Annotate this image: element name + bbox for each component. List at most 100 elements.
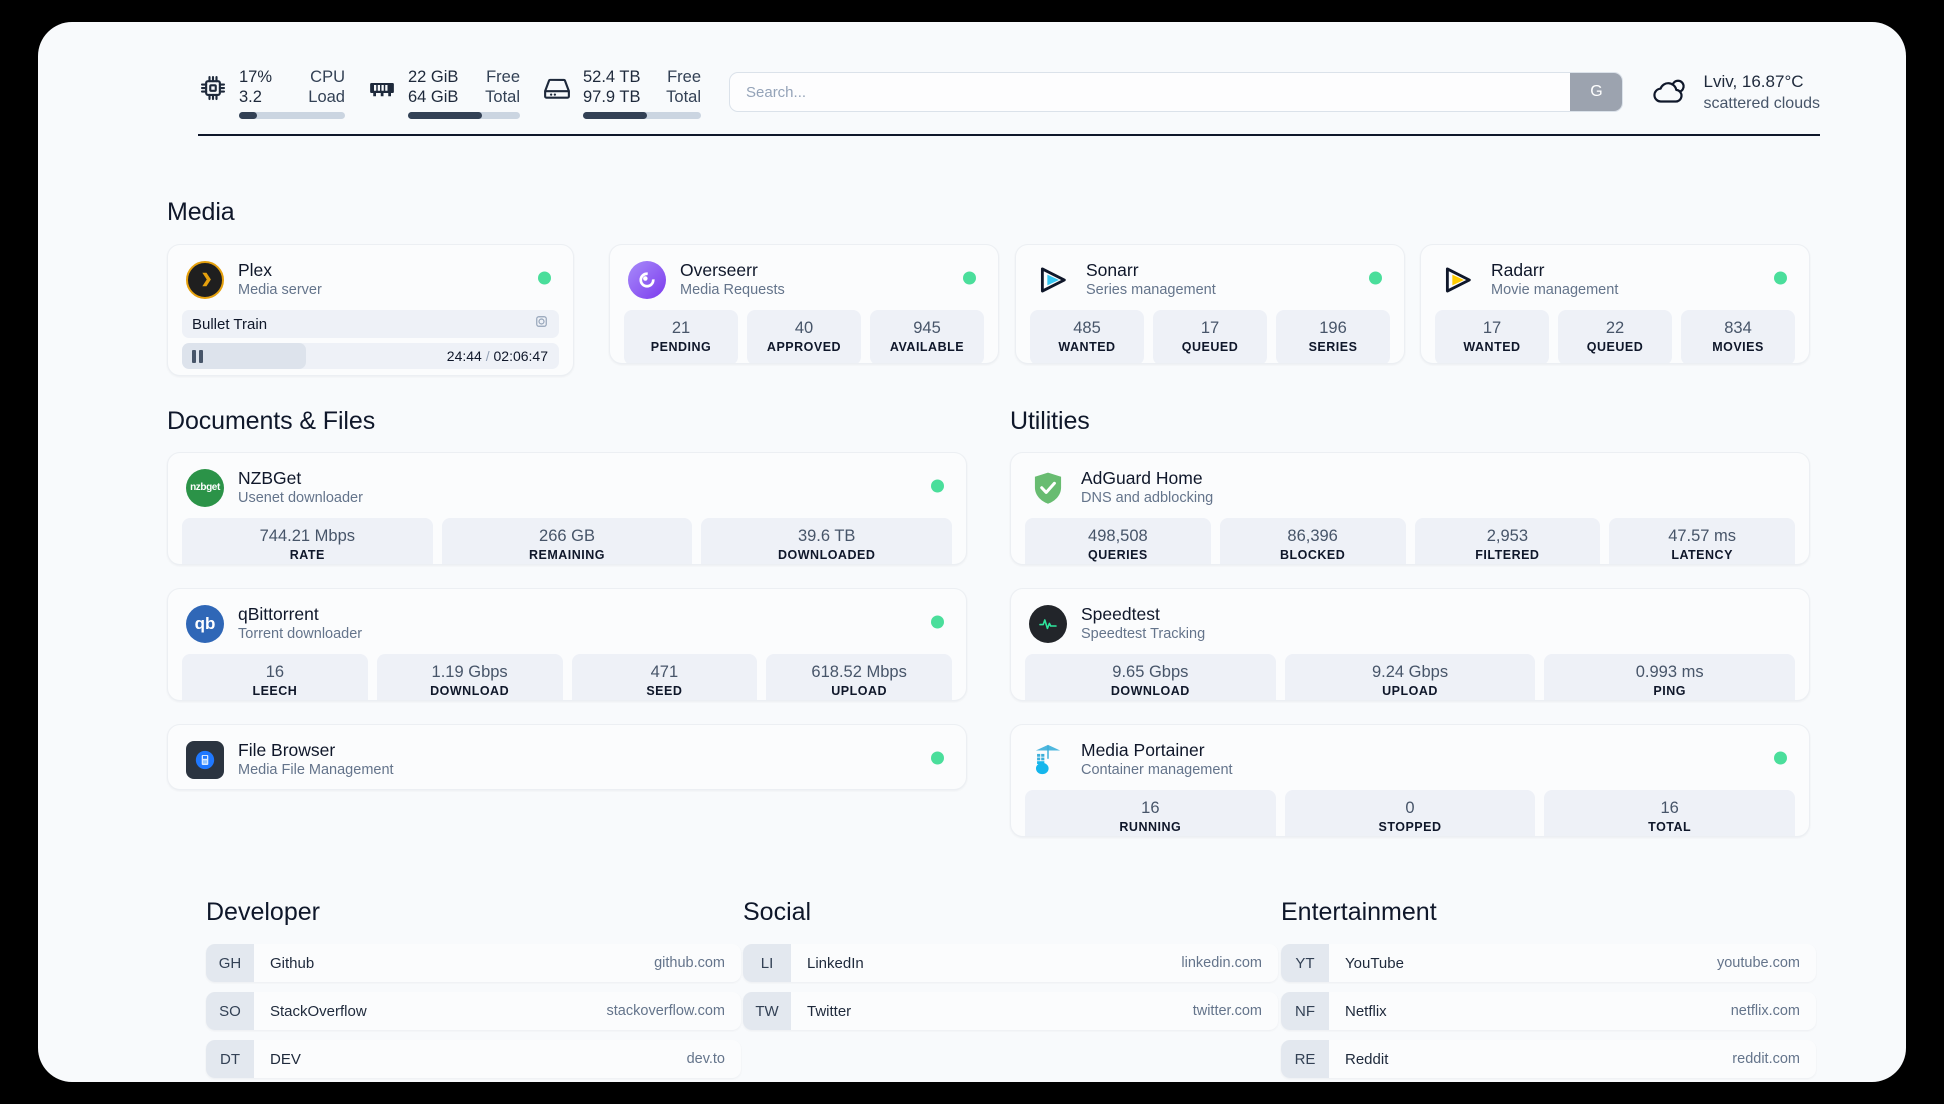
- speedtest-download-label: DOWNLOAD: [1110, 684, 1190, 698]
- bookmark-item-youtube[interactable]: YT YouTube youtube.com: [1281, 944, 1816, 982]
- bookmark-item-linkedin[interactable]: LI LinkedIn linkedin.com: [743, 944, 1278, 982]
- bookmark-item-stackoverflow[interactable]: SO StackOverflow stackoverflow.com: [206, 992, 741, 1030]
- memory-label-top: Free: [486, 68, 520, 86]
- nzbget-subtitle: Usenet downloader: [238, 490, 363, 506]
- sonarr-wanted-label: WANTED: [1058, 340, 1116, 354]
- bookmark-item-netflix[interactable]: NF Netflix netflix.com: [1281, 992, 1816, 1030]
- portainer-total-value: 16: [1660, 799, 1679, 817]
- portainer-stopped-label: STOPPED: [1378, 820, 1442, 834]
- card-overseerr[interactable]: Overseerr Media Requests 21 PENDING 40 A…: [609, 244, 999, 364]
- card-portainer[interactable]: Media Portainer Container management 16 …: [1010, 724, 1810, 837]
- qbittorrent-icon: qb: [186, 604, 224, 643]
- card-adguard[interactable]: AdGuard Home DNS and adblocking 498,508 …: [1010, 452, 1810, 565]
- search-bar[interactable]: G: [729, 72, 1624, 112]
- disk-total-value: 97.9 TB: [583, 88, 641, 106]
- bookmark-badge: LI: [743, 944, 791, 982]
- cpu-load-value: 3.2: [239, 88, 262, 106]
- speedtest-icon: [1029, 604, 1067, 643]
- portainer-running-value: 16: [1141, 799, 1160, 817]
- nzbget-name: NZBGet: [238, 468, 302, 488]
- pause-icon[interactable]: [192, 349, 203, 363]
- search-submit-button[interactable]: G: [1570, 73, 1623, 111]
- bookmark-url: stackoverflow.com: [606, 1003, 725, 1019]
- bookmark-item-twitter[interactable]: TW Twitter twitter.com: [743, 992, 1278, 1030]
- stat-box: 17 QUEUED: [1153, 310, 1267, 363]
- qbittorrent-upload-value: 618.52 Mbps: [811, 663, 907, 681]
- portainer-running-label: RUNNING: [1119, 820, 1182, 834]
- disk-free-value: 52.4 TB: [583, 68, 641, 86]
- bookmark-name: Reddit: [1345, 1050, 1389, 1068]
- adguard-blocked-label: BLOCKED: [1279, 548, 1346, 562]
- search-input[interactable]: [730, 83, 1571, 101]
- system-stat-cpu: 17% 3.2 CPU Load: [198, 67, 345, 121]
- bookmark-group-title-social: Social: [743, 898, 812, 926]
- cloud-icon: [1649, 74, 1689, 110]
- card-speedtest[interactable]: Speedtest Speedtest Tracking 9.65 Gbps D…: [1010, 588, 1810, 701]
- filebrowser-icon: [186, 740, 224, 779]
- bookmark-name: Github: [270, 954, 315, 972]
- card-plex-header: Plex Media server: [168, 245, 573, 310]
- adguard-queries-value: 498,508: [1088, 527, 1148, 545]
- bookmark-name: Netflix: [1345, 1002, 1387, 1020]
- stat-box: 2,953 FILTERED: [1414, 518, 1601, 564]
- plex-status-indicator: [538, 271, 551, 284]
- stat-box: 485 WANTED: [1030, 310, 1144, 363]
- sonarr-subtitle: Series management: [1086, 282, 1216, 298]
- cpu-icon: [198, 73, 228, 103]
- disk-usage-bar: [583, 112, 701, 119]
- speedtest-download-value: 9.65 Gbps: [1112, 663, 1189, 681]
- stat-box: 266 GB REMAINING: [441, 518, 693, 564]
- bookmark-item-github[interactable]: GH Github github.com: [206, 944, 741, 982]
- adguard-latency-label: LATENCY: [1671, 548, 1733, 562]
- stat-box: 498,508 QUERIES: [1025, 518, 1211, 564]
- sonarr-queued-value: 17: [1200, 319, 1220, 337]
- card-sonarr[interactable]: Sonarr Series management 485 WANTED 17 Q…: [1015, 244, 1405, 364]
- bookmark-group-title-entertainment: Entertainment: [1281, 898, 1437, 926]
- stat-box: 22 QUEUED: [1558, 310, 1672, 363]
- stat-box: 196 SERIES: [1276, 310, 1390, 363]
- memory-usage-bar: [408, 112, 520, 119]
- stat-box: 0 STOPPED: [1284, 790, 1536, 836]
- weather-widget: Lviv, 16.87°C scattered clouds: [1649, 71, 1820, 114]
- card-nzbget[interactable]: nzbget NZBGet Usenet downloader 744.21 M…: [167, 452, 967, 565]
- bookmark-name: DEV: [270, 1050, 301, 1068]
- card-filebrowser[interactable]: File Browser Media File Management: [167, 724, 967, 790]
- ram-icon: [367, 73, 397, 103]
- card-radarr[interactable]: Radarr Movie management 17 WANTED 22 QUE…: [1420, 244, 1810, 364]
- radarr-movies-label: MOVIES: [1712, 340, 1764, 354]
- nzbget-downloaded-value: 39.6 TB: [797, 527, 856, 545]
- stat-box: 21 PENDING: [624, 310, 738, 363]
- overseerr-name: Overseerr: [680, 260, 758, 280]
- filebrowser-name: File Browser: [238, 740, 336, 760]
- speedtest-ping-label: PING: [1653, 684, 1686, 698]
- overseerr-pending-value: 21: [671, 319, 691, 337]
- bookmark-url: reddit.com: [1732, 1051, 1800, 1067]
- speedtest-stats: 9.65 Gbps DOWNLOAD 9.24 Gbps UPLOAD 0.99…: [1011, 654, 1809, 700]
- plex-now-playing-title: Bullet Train: [192, 315, 268, 333]
- card-sonarr-header: Sonarr Series management: [1016, 245, 1404, 310]
- radarr-subtitle: Movie management: [1491, 282, 1619, 298]
- card-plex[interactable]: Plex Media server Bullet Train 24:44 / 0…: [167, 244, 574, 376]
- portainer-name: Media Portainer: [1081, 740, 1205, 760]
- speedtest-upload-label: UPLOAD: [1382, 684, 1438, 698]
- qbittorrent-name: qBittorrent: [238, 604, 319, 624]
- adguard-filtered-label: FILTERED: [1475, 548, 1540, 562]
- card-qbittorrent[interactable]: qb qBittorrent Torrent downloader 16 LEE…: [167, 588, 967, 701]
- adguard-icon: [1029, 469, 1067, 507]
- memory-total-value: 64 GiB: [408, 88, 459, 106]
- portainer-icon: [1029, 741, 1067, 779]
- sonarr-series-value: 196: [1319, 319, 1347, 337]
- card-radarr-header: Radarr Movie management: [1421, 245, 1809, 310]
- bookmark-badge: GH: [206, 944, 254, 982]
- bookmark-item-reddit[interactable]: RE Reddit reddit.com: [1281, 1040, 1816, 1078]
- plex-progress-bar[interactable]: 24:44 / 02:06:47: [182, 343, 559, 369]
- plex-device-icon: [534, 314, 549, 334]
- weather-description: scattered clouds: [1703, 94, 1820, 112]
- sonarr-icon: [1034, 261, 1072, 299]
- plex-now-playing-row: Bullet Train: [182, 310, 559, 338]
- bookmark-name: LinkedIn: [807, 954, 864, 972]
- bookmark-item-dev[interactable]: DT DEV dev.to: [206, 1040, 741, 1078]
- stat-box: 16 RUNNING: [1025, 790, 1276, 836]
- stat-box: 0.993 ms PING: [1544, 654, 1796, 700]
- card-portainer-header: Media Portainer Container management: [1011, 725, 1809, 790]
